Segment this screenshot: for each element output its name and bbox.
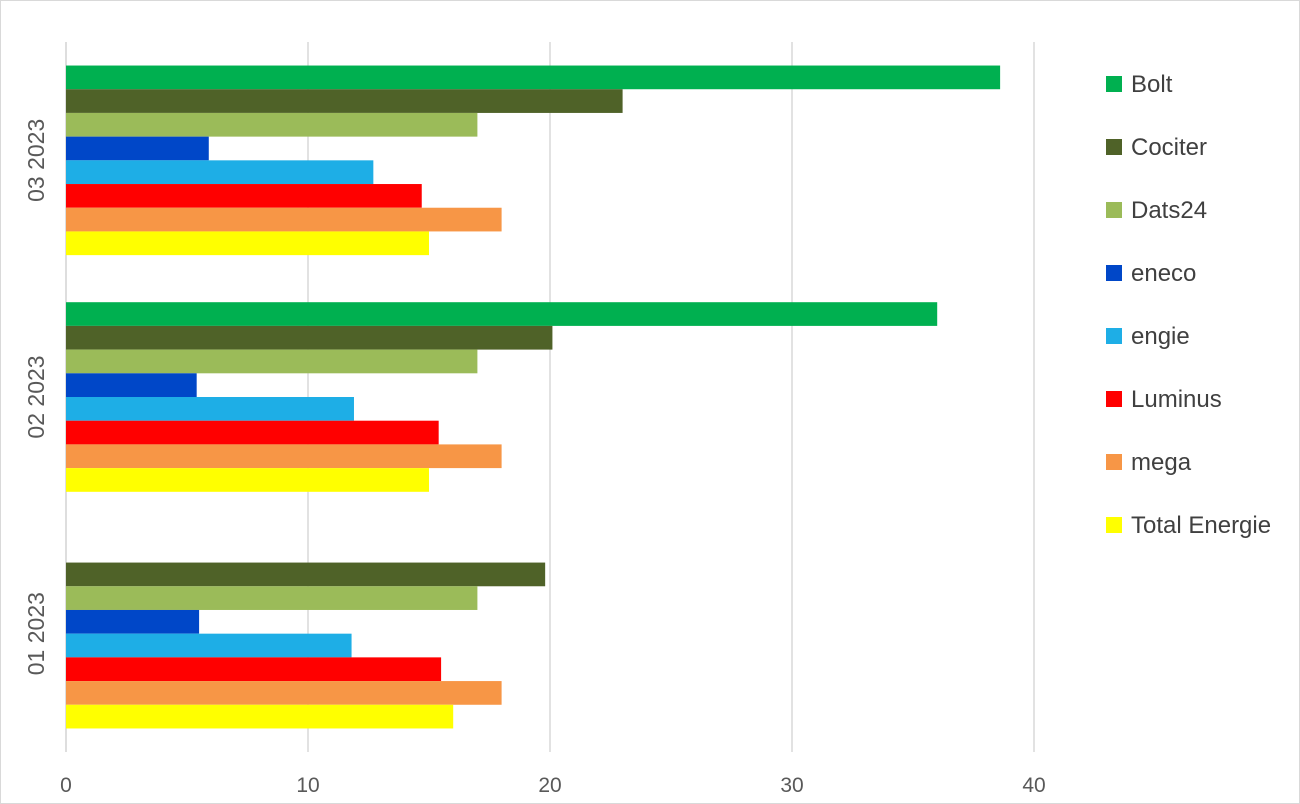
legend-swatch (1106, 517, 1122, 533)
legend-label: eneco (1131, 260, 1196, 287)
legend-label: Total Energie (1131, 512, 1271, 539)
category-label: 01 2023 (23, 592, 49, 675)
bar-bolt-03-2023 (66, 65, 1001, 90)
bar-total-energie-03-2023 (66, 231, 429, 256)
bar-luminus-01-2023 (66, 657, 442, 682)
bar-bolt-02-2023 (66, 302, 938, 326)
x-tick-label: 40 (1022, 774, 1045, 797)
bar-cociter-03-2023 (66, 89, 623, 113)
bar-dats24-02-2023 (66, 349, 478, 374)
legend-item: Luminus (1106, 386, 1222, 413)
legend-item: eneco (1106, 260, 1196, 287)
bar-engie-02-2023 (66, 397, 354, 421)
bar-mega-03-2023 (66, 207, 502, 232)
legend-item: Bolt (1106, 71, 1173, 98)
category-label: 03 2023 (23, 119, 49, 202)
bar-dats24-03-2023 (66, 112, 478, 137)
x-tick-labels: 0 10 20 30 40 (60, 774, 1046, 797)
legend-label: mega (1131, 449, 1192, 476)
legend-label: Cociter (1131, 134, 1207, 161)
bars (66, 65, 1001, 729)
legend-item: Total Energie (1106, 512, 1271, 539)
legend-swatch (1106, 454, 1122, 470)
legend: Bolt Cociter Dats24 eneco engie Luminus mega To… (1106, 71, 1271, 539)
legend-item: Cociter (1106, 134, 1207, 161)
bar-engie-03-2023 (66, 160, 374, 185)
bar-eneco-02-2023 (66, 373, 197, 397)
bar-total-energie-01-2023 (66, 704, 454, 729)
legend-swatch (1106, 328, 1122, 344)
legend-item: Dats24 (1106, 197, 1207, 224)
bar-dats24-01-2023 (66, 586, 478, 610)
legend-swatch (1106, 391, 1122, 407)
legend-label: engie (1131, 323, 1190, 350)
bar-eneco-03-2023 (66, 136, 209, 161)
bar-cociter-01-2023 (66, 562, 546, 587)
legend-swatch (1106, 139, 1122, 155)
bar-engie-01-2023 (66, 633, 352, 658)
bar-cociter-02-2023 (66, 325, 553, 350)
legend-swatch (1106, 76, 1122, 92)
category-label: 02 2023 (23, 355, 49, 438)
category-labels: 01 2023 02 2023 03 2023 (23, 119, 49, 675)
bar-eneco-01-2023 (66, 609, 200, 634)
legend-swatch (1106, 202, 1122, 218)
legend-swatch (1106, 265, 1122, 281)
legend-label: Luminus (1131, 386, 1222, 413)
x-tick-label: 30 (780, 774, 803, 797)
legend-label: Bolt (1131, 71, 1173, 98)
x-tick-label: 0 (60, 774, 72, 797)
legend-item: engie (1106, 323, 1190, 350)
bar-luminus-02-2023 (66, 420, 439, 445)
x-tick-label: 10 (296, 774, 319, 797)
x-tick-label: 20 (538, 774, 561, 797)
bar-mega-02-2023 (66, 444, 502, 469)
bar-total-energie-02-2023 (66, 468, 429, 492)
legend-item: mega (1106, 449, 1192, 476)
bar-luminus-03-2023 (66, 184, 422, 208)
bar-mega-01-2023 (66, 681, 502, 705)
legend-label: Dats24 (1131, 197, 1207, 224)
